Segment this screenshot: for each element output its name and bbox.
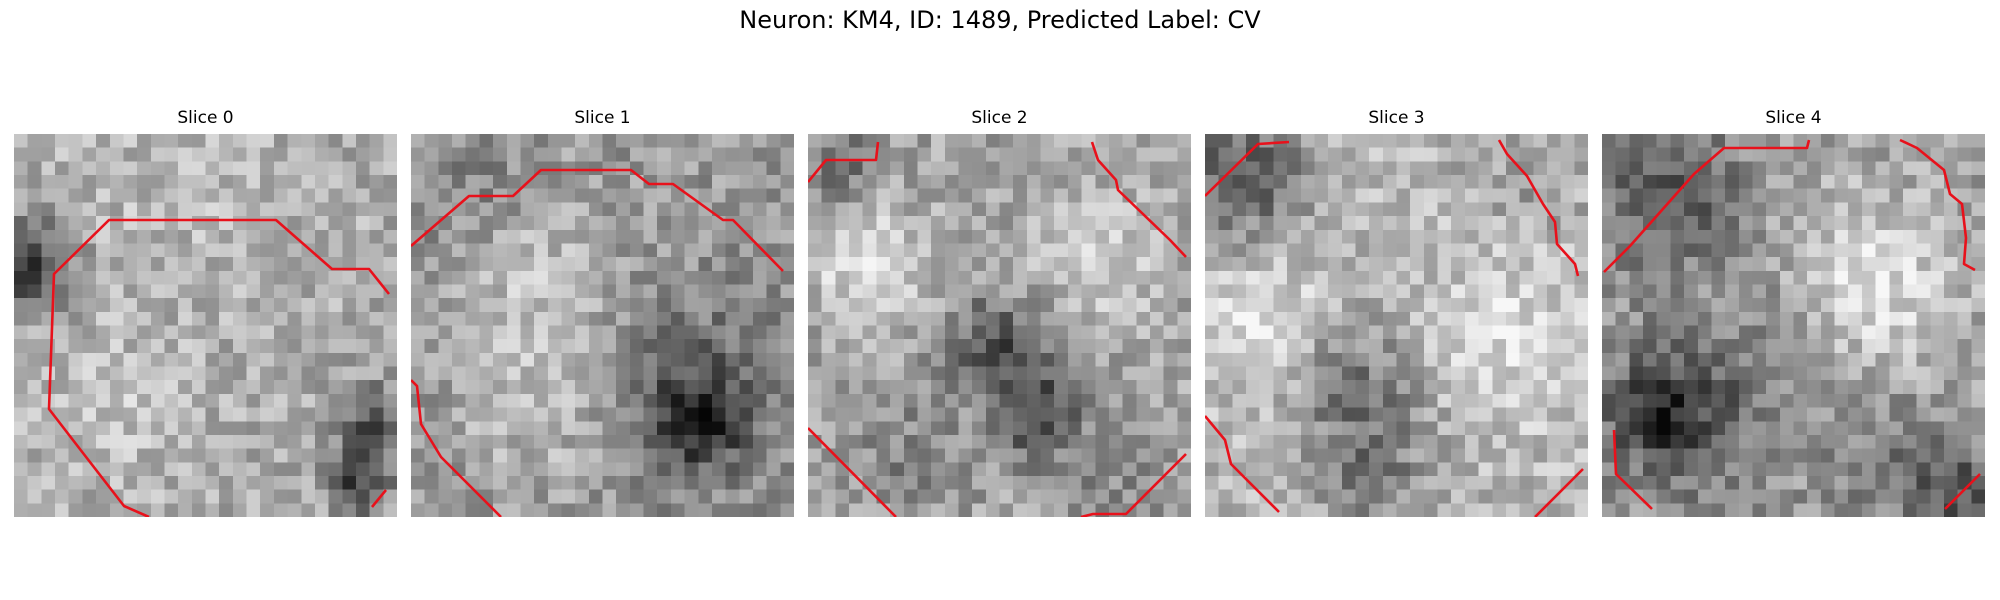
slice-image-3 xyxy=(1205,134,1588,517)
contour-0-0 xyxy=(47,218,391,517)
contour-4-1 xyxy=(1899,138,1976,272)
contour-3-1 xyxy=(1497,139,1580,277)
slice-title-4: Slice 4 xyxy=(1765,108,1822,128)
slice-image-4 xyxy=(1602,134,1985,517)
slice-image-0 xyxy=(14,134,397,517)
contour-4-3 xyxy=(1944,473,1981,510)
contour-3-0 xyxy=(1205,140,1290,197)
contour-1-1 xyxy=(411,379,502,517)
slice-title-2: Slice 2 xyxy=(971,108,1028,128)
slice-image-2 xyxy=(808,134,1191,517)
contour-2-2 xyxy=(808,427,897,517)
contour-2-1 xyxy=(1090,141,1187,258)
slice-image-1 xyxy=(411,134,794,517)
contour-3-3 xyxy=(1534,468,1584,517)
contour-0-1 xyxy=(370,489,388,508)
slice-title-1: Slice 1 xyxy=(574,108,631,128)
contour-3-2 xyxy=(1205,415,1280,513)
contour-4-0 xyxy=(1603,139,1811,273)
figure-title: Neuron: KM4, ID: 1489, Predicted Label: … xyxy=(739,6,1261,34)
contour-2-0 xyxy=(808,141,880,183)
contour-2-3 xyxy=(1080,453,1187,517)
contour-4-2 xyxy=(1612,429,1653,510)
slice-title-0: Slice 0 xyxy=(177,108,234,128)
contour-1-0 xyxy=(411,168,784,272)
slice-title-3: Slice 3 xyxy=(1368,108,1425,128)
